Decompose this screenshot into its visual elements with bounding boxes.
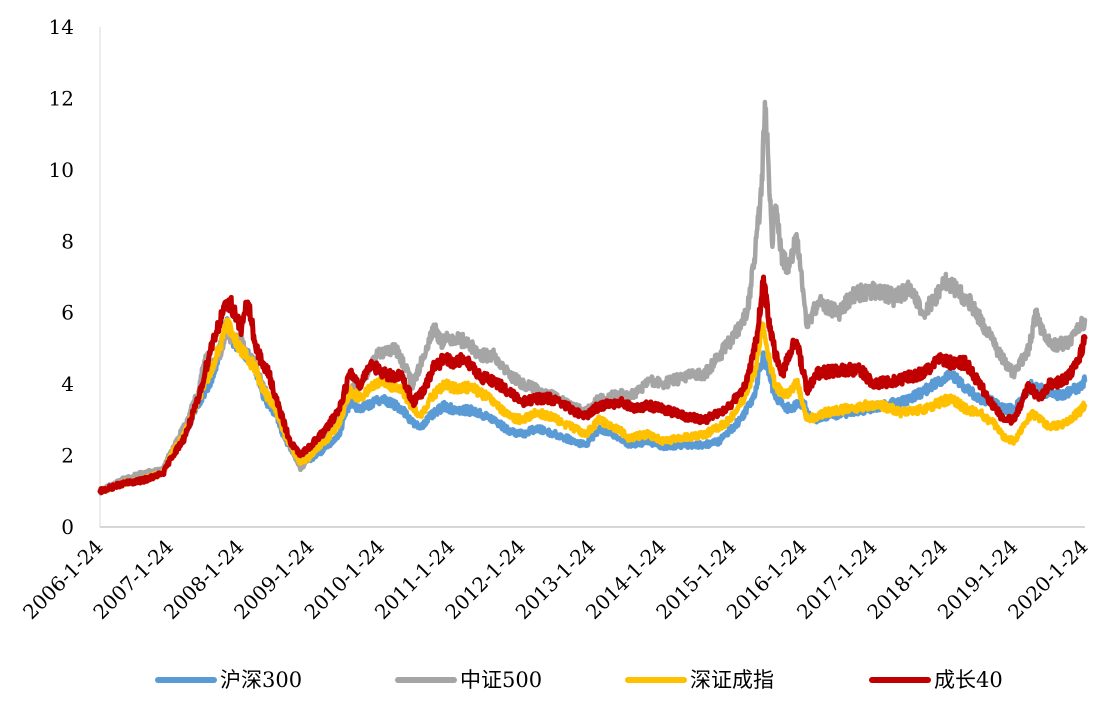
legend-item: 中证500 [395,668,542,692]
plot-area [97,27,1088,528]
legend-label: 成长40 [934,668,1003,692]
y-axis-ticks: 0 2 4 6 8 10 12 14 [49,15,74,539]
y-tick-label: 0 [61,515,74,539]
legend-item: 深证成指 [625,668,774,692]
y-tick-label: 12 [49,86,74,110]
series-line [97,317,1088,495]
series-line [97,274,1088,496]
x-axis-ticks: 2006-1-242007-1-242008-1-242009-1-242010… [18,535,1093,625]
legend-item: 成长40 [869,668,1003,692]
y-tick-label: 14 [49,15,74,39]
y-tick-label: 6 [61,301,74,325]
legend-label: 深证成指 [690,668,774,692]
legend-item: 沪深300 [155,668,302,692]
y-tick-label: 4 [61,372,74,396]
legend-label: 沪深300 [220,668,302,692]
legend-label: 中证500 [460,668,542,692]
y-tick-label: 2 [61,444,74,468]
y-tick-label: 10 [49,158,74,182]
series-layer [97,99,1088,496]
y-tick-label: 8 [61,229,74,253]
legend: 沪深300 中证500 深证成指 成长40 [155,668,1003,692]
